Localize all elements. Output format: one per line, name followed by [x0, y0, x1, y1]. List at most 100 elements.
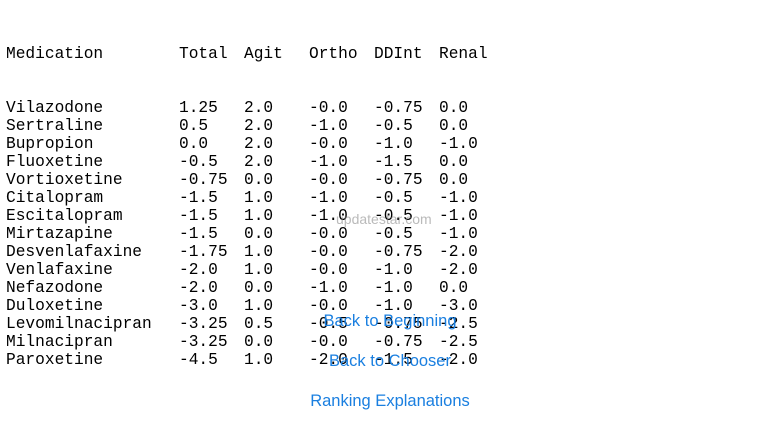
cell-ddint: -1.0: [374, 135, 413, 153]
cell-total: -0.5: [179, 153, 218, 171]
cell-ddint: -0.5: [374, 225, 413, 243]
cell-medication: Mirtazapine: [6, 225, 113, 243]
cell-total: 1.25: [179, 99, 218, 117]
cell-agit: 2.0: [244, 135, 274, 153]
cell-total: 0.5: [179, 117, 209, 135]
header-ortho: Ortho: [309, 45, 358, 63]
cell-total: -2.0: [179, 279, 218, 297]
cell-agit: 2.0: [244, 153, 274, 171]
cell-medication: Milnacipran: [6, 333, 113, 351]
cell-ddint: -0.75: [374, 243, 423, 261]
table-row: Nefazodone -2.0 0.0 -1.0 -1.0 0.0: [6, 279, 504, 297]
cell-renal: -2.5: [439, 315, 478, 333]
cell-total: -3.0: [179, 297, 218, 315]
table-row: Paroxetine -4.5 1.0 -2.0 -1.5 -2.0: [6, 351, 504, 369]
cell-agit: 0.0: [244, 279, 274, 297]
cell-renal: 0.0: [439, 99, 469, 117]
cell-total: -3.25: [179, 315, 228, 333]
cell-renal: -3.0: [439, 297, 478, 315]
cell-renal: 0.0: [439, 117, 469, 135]
cell-agit: 0.0: [244, 225, 274, 243]
cell-total: -1.5: [179, 207, 218, 225]
header-total: Total: [179, 45, 228, 63]
cell-ortho: -0.0: [309, 135, 348, 153]
cell-renal: 0.0: [439, 279, 469, 297]
cell-medication: Paroxetine: [6, 351, 104, 369]
cell-agit: 1.0: [244, 261, 274, 279]
cell-agit: 2.0: [244, 99, 274, 117]
cell-renal: -1.0: [439, 207, 478, 225]
cell-medication: Nefazodone: [6, 279, 104, 297]
cell-renal: 0.0: [439, 171, 469, 189]
cell-ortho: -0.0: [309, 261, 348, 279]
ranking-explanations-button[interactable]: Ranking Explanations: [310, 392, 470, 410]
cell-renal: 0.0: [439, 153, 469, 171]
cell-medication: Vortioxetine: [6, 171, 123, 189]
cell-agit: 1.0: [244, 351, 274, 369]
cell-total: -1.5: [179, 225, 218, 243]
cell-medication: Desvenlafaxine: [6, 243, 142, 261]
back-to-beginning-button[interactable]: Back to Beginning: [323, 312, 457, 330]
cell-medication: Venlafaxine: [6, 261, 113, 279]
cell-ddint: -0.5: [374, 207, 413, 225]
cell-agit: 1.0: [244, 189, 274, 207]
table-row: Sertraline 0.5 2.0 -1.0 -0.5 0.0: [6, 117, 504, 135]
cell-total: -1.75: [179, 243, 228, 261]
table-row: Milnacipran -3.25 0.0 -0.0 -0.75 -2.5: [6, 333, 504, 351]
cell-total: -2.0: [179, 261, 218, 279]
cell-renal: -2.0: [439, 261, 478, 279]
cell-ddint: -0.5: [374, 189, 413, 207]
cell-renal: -1.0: [439, 225, 478, 243]
cell-total: 0.0: [179, 135, 209, 153]
cell-ortho: -1.0: [309, 153, 348, 171]
cell-renal: -2.0: [439, 243, 478, 261]
table-row: Vilazodone 1.25 2.0 -0.0 -0.75 0.0: [6, 99, 504, 117]
cell-ortho: -2.0: [309, 351, 348, 369]
cell-agit: 1.0: [244, 297, 274, 315]
cell-ddint: -1.0: [374, 297, 413, 315]
cell-renal: -2.5: [439, 333, 478, 351]
table-row: Mirtazapine -1.5 0.0 -0.0 -0.5 -1.0: [6, 225, 504, 243]
cell-medication: Fluoxetine: [6, 153, 104, 171]
table-body: Vilazodone 1.25 2.0 -0.0 -0.75 0.0 Sertraline 0…: [6, 99, 504, 369]
cell-agit: 1.0: [244, 243, 274, 261]
cell-ortho: -0.0: [309, 171, 348, 189]
table-header-row: Medication Total Agit Ortho DDInt Renal: [6, 45, 504, 63]
cell-ddint: -0.75: [374, 171, 423, 189]
cell-ddint: -0.5: [374, 117, 413, 135]
cell-agit: 0.0: [244, 333, 274, 351]
cell-medication: Sertraline: [6, 117, 104, 135]
cell-ddint: -0.75: [374, 315, 423, 333]
cell-ortho: -0.0: [309, 225, 348, 243]
header-ddint: DDInt: [374, 45, 423, 63]
cell-agit: 0.5: [244, 315, 274, 333]
cell-ddint: -0.75: [374, 333, 423, 351]
table-row: Desvenlafaxine -1.75 1.0 -0.0 -0.75 -2.0: [6, 243, 504, 261]
header-agit: Agit: [244, 45, 283, 63]
cell-agit: 2.0: [244, 117, 274, 135]
cell-medication: Levomilnacipran: [6, 315, 152, 333]
cell-ortho: -0.0: [309, 243, 348, 261]
cell-agit: 1.0: [244, 207, 274, 225]
cell-ddint: -1.0: [374, 279, 413, 297]
cell-ortho: -1.0: [309, 189, 348, 207]
cell-agit: 0.0: [244, 171, 274, 189]
cell-ortho: -1.0: [309, 279, 348, 297]
cell-medication: Vilazodone: [6, 99, 104, 117]
cell-medication: Citalopram: [6, 189, 104, 207]
back-to-chooser-button[interactable]: Back to Chooser: [329, 352, 451, 370]
cell-total: -4.5: [179, 351, 218, 369]
cell-total: -3.25: [179, 333, 228, 351]
header-medication: Medication: [6, 45, 104, 63]
cell-total: -0.75: [179, 171, 228, 189]
cell-ortho: -0.0: [309, 333, 348, 351]
cell-ortho: -1.0: [309, 207, 348, 225]
table-row: Venlafaxine -2.0 1.0 -0.0 -1.0 -2.0: [6, 261, 504, 279]
cell-ddint: -1.0: [374, 261, 413, 279]
cell-medication: Escitalopram: [6, 207, 123, 225]
cell-ddint: -0.75: [374, 99, 423, 117]
table-row: Duloxetine -3.0 1.0 -0.0 -1.0 -3.0: [6, 297, 504, 315]
table-row: Fluoxetine -0.5 2.0 -1.0 -1.5 0.0: [6, 153, 504, 171]
table-row: Bupropion 0.0 2.0 -0.0 -1.0 -1.0: [6, 135, 504, 153]
table-row: Citalopram -1.5 1.0 -1.0 -0.5 -1.0: [6, 189, 504, 207]
